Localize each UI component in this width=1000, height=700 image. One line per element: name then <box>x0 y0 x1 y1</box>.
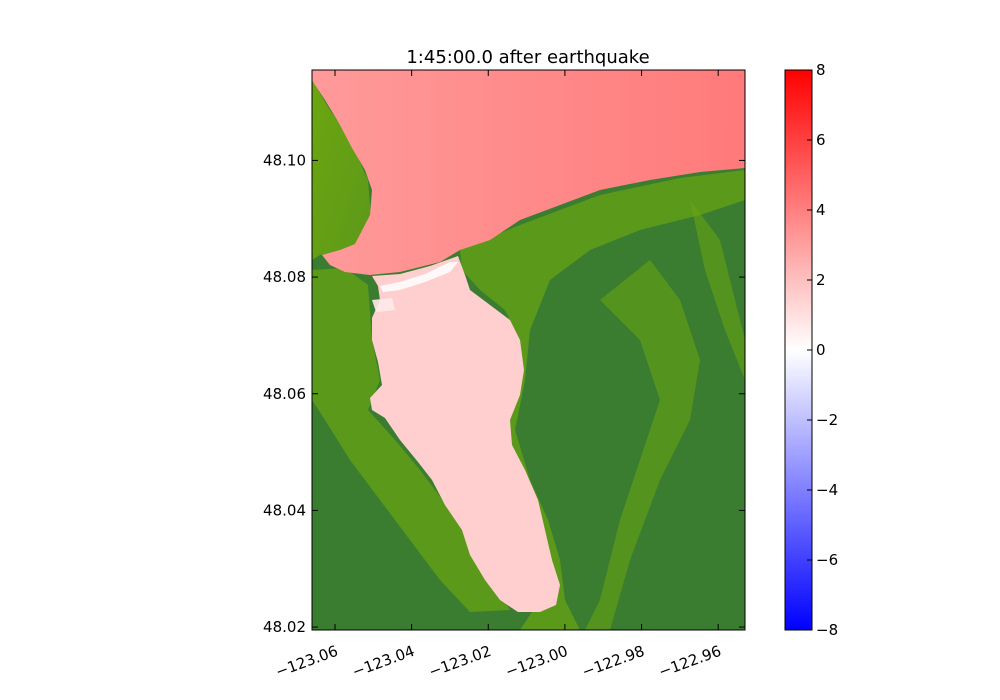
colorbar-ticks: −8 −6 −4 −2 0 2 4 6 8 <box>807 61 838 639</box>
land-lowland-east <box>460 170 745 630</box>
land-ridge-east <box>690 200 745 380</box>
x-tick-label: −123.04 <box>350 642 417 681</box>
colorbar-tick-label: 2 <box>816 271 826 289</box>
x-tick-label: −122.98 <box>580 642 647 681</box>
water-north <box>312 70 745 275</box>
y-tick-label: 48.06 <box>263 385 306 403</box>
y-tick-label: 48.08 <box>263 268 306 286</box>
colorbar-tick-label: −6 <box>816 551 838 569</box>
y-tick-label: 48.04 <box>263 501 306 519</box>
x-tick-label: −123.02 <box>426 642 493 681</box>
colorbar-tick-label: 6 <box>816 131 826 149</box>
chart-title: 1:45:00.0 after earthquake <box>406 47 649 68</box>
colorbar-tick-label: −2 <box>816 411 838 429</box>
x-tick-label: −122.96 <box>656 642 723 681</box>
land-valley-east <box>585 260 700 630</box>
y-axis-ticks: 48.02 48.04 48.06 48.08 48.10 <box>263 151 745 636</box>
y-tick-label: 48.10 <box>263 151 306 169</box>
y-tick-label: 48.02 <box>263 618 306 636</box>
water-transition-band-2 <box>372 298 395 312</box>
water-transition-band <box>380 262 458 292</box>
land-lowland-west <box>312 80 372 260</box>
x-tick-label: −123.00 <box>503 642 570 681</box>
water-inner-bay <box>370 256 560 612</box>
colorbar-tick-label: −4 <box>816 481 838 499</box>
colorbar-tick-label: 8 <box>816 61 826 79</box>
colorbar-tick-label: 4 <box>816 201 826 219</box>
axes-frame <box>311 69 746 631</box>
colorbar-tick-label: −8 <box>816 621 838 639</box>
map-area <box>312 70 745 630</box>
x-tick-label: −123.06 <box>273 642 340 681</box>
colorbar-tick-label: 0 <box>816 341 826 359</box>
